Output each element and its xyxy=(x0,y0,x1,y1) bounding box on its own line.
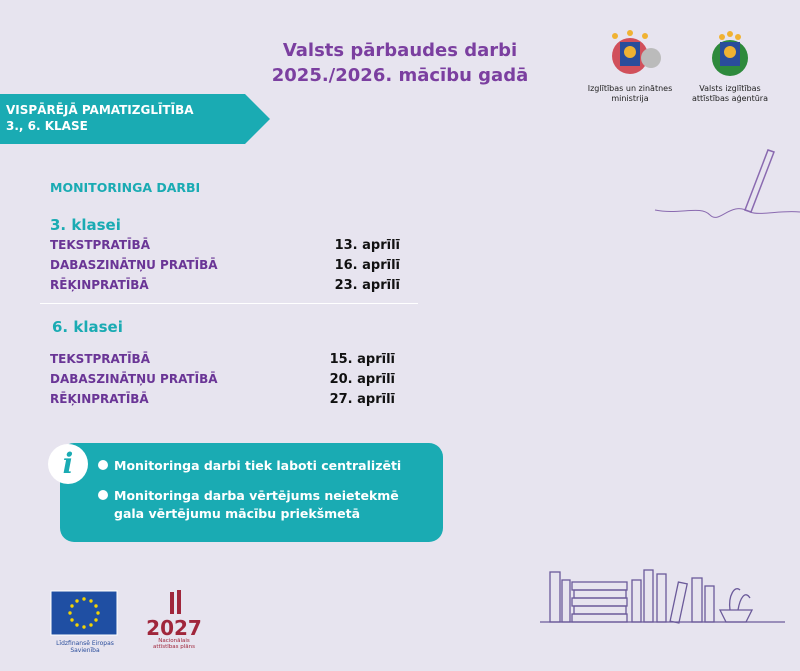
date: 23. aprīlī xyxy=(334,278,400,293)
bookshelf-icon xyxy=(540,569,785,624)
page-title: Valsts pārbaudes darbi 2025./2026. mācīb… xyxy=(250,38,550,88)
list-item: TEKSTPRATĪBĀ 13. aprīlī xyxy=(50,238,400,258)
group-list-3: TEKSTPRATĪBĀ 13. aprīlī DABASZINĀTŅU PRAT… xyxy=(50,238,400,298)
date: 13. aprīlī xyxy=(334,238,400,253)
info-icon: i xyxy=(48,444,88,484)
nap-logo: 2027 Nacionālais attīstības plāns xyxy=(146,590,202,650)
date: 27. aprīlī xyxy=(329,392,395,407)
coat-of-arms-icon xyxy=(712,31,748,76)
date: 16. aprīlī xyxy=(334,258,400,273)
list-item: RĒĶINPRATĪBĀ 27. aprīlī xyxy=(50,392,395,412)
nap-caption: Nacionālais attīstības plāns xyxy=(153,638,195,650)
divider xyxy=(40,303,418,304)
subject: TEKSTPRATĪBĀ xyxy=(50,352,150,366)
nap-year: 2027 xyxy=(146,616,202,640)
date: 20. aprīlī xyxy=(329,372,395,387)
date: 15. aprīlī xyxy=(329,352,395,367)
list-item: RĒĶINPRATĪBĀ 23. aprīlī xyxy=(50,278,400,298)
banner-line-1: VISPĀRĒJĀ PAMATIZGLĪTĪBA xyxy=(6,103,194,117)
pen-icon xyxy=(654,149,800,218)
group-heading-3: 3. klasei xyxy=(50,216,121,234)
eu-caption: Līdzfinansē Eiropas Savienība xyxy=(56,640,114,654)
info-bullet: Monitoringa darba vērtējums neietekmē ga… xyxy=(98,487,414,523)
group-list-6: TEKSTPRATĪBĀ 15. aprīlī DABASZINĀTŅU PRAT… xyxy=(50,352,395,412)
group-heading-6: 6. klasei xyxy=(52,318,123,336)
list-item: DABASZINĀTŅU PRATĪBĀ 16. aprīlī xyxy=(50,258,400,278)
education-level-banner: VISPĀRĒJĀ PAMATIZGLĪTĪBA 3., 6. KLASE xyxy=(0,94,270,144)
subject: DABASZINĀTŅU PRATĪBĀ xyxy=(50,372,218,386)
ministry-caption: Izglītības un zinātnes ministrija xyxy=(587,84,673,103)
banner-line-2: 3., 6. KLASE xyxy=(6,119,88,133)
subject: RĒĶINPRATĪBĀ xyxy=(50,278,149,292)
info-box: Monitoringa darbi tiek laboti centralizē… xyxy=(60,443,443,542)
agency-caption: Valsts izglītības attīstības aģentūra xyxy=(692,84,768,103)
subject: DABASZINĀTŅU PRATĪBĀ xyxy=(50,258,218,272)
nap-bars-icon xyxy=(170,590,181,614)
subject: RĒĶINPRATĪBĀ xyxy=(50,392,149,406)
list-item: DABASZINĀTŅU PRATĪBĀ 20. aprīlī xyxy=(50,372,395,392)
eu-flag-icon xyxy=(50,590,118,636)
title-line-2: 2025./2026. mācību gadā xyxy=(271,65,529,86)
info-bullet: Monitoringa darbi tiek laboti centralizē… xyxy=(98,457,401,475)
section-title: MONITORINGA DARBI xyxy=(50,180,201,195)
title-line-1: Valsts pārbaudes darbi xyxy=(282,40,518,61)
agency-logo: Valsts izglītības attīstības aģentūra xyxy=(690,28,770,104)
ministry-logo: Izglītības un zinātnes ministrija xyxy=(585,28,675,104)
list-item: TEKSTPRATĪBĀ 15. aprīlī xyxy=(50,352,395,372)
coat-of-arms-icon xyxy=(612,30,661,74)
eu-logo: Līdzfinansē Eiropas Savienība xyxy=(50,590,120,654)
subject: TEKSTPRATĪBĀ xyxy=(50,238,150,252)
